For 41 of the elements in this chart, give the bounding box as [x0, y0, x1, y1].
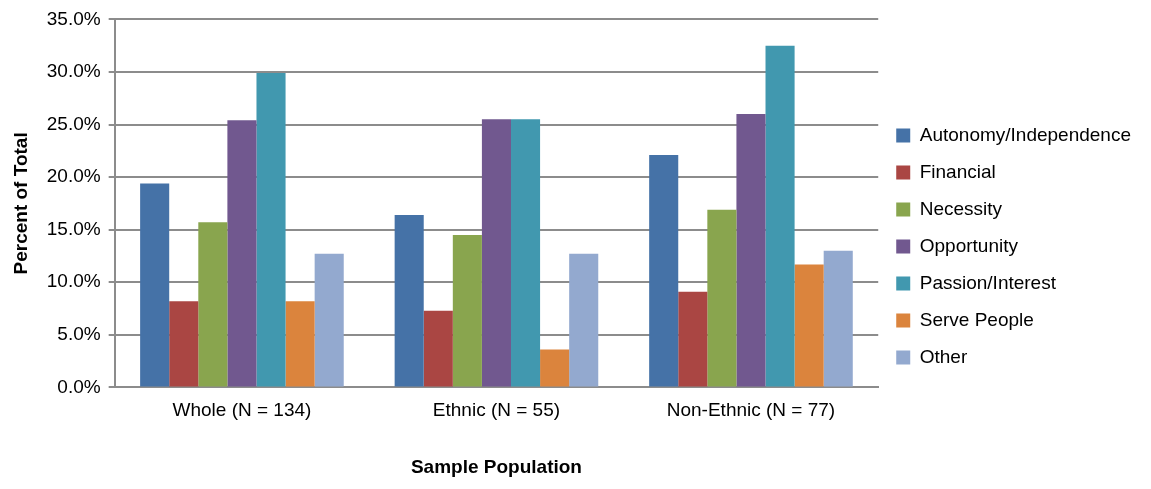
bar: [678, 291, 708, 387]
y-tick-label: 25.0%: [46, 112, 101, 134]
bar: [481, 119, 511, 387]
y-tick-label: 5.0%: [57, 323, 101, 345]
y-tick-label: 15.0%: [46, 217, 101, 239]
bar: [394, 214, 424, 387]
bar: [227, 120, 257, 387]
bar: [794, 264, 824, 387]
x-tick-label: Non-Ethnic (N = 77): [666, 399, 836, 421]
y-tick-label: 10.0%: [46, 270, 101, 292]
bar: [314, 253, 344, 387]
legend-label: Serve People: [919, 308, 1034, 330]
y-tick-label: 30.0%: [46, 60, 101, 82]
legend-label: Other: [919, 345, 968, 367]
x-tick-label: Whole (N = 134): [172, 399, 312, 421]
y-tick-label: 20.0%: [46, 165, 101, 187]
bar: [569, 253, 599, 387]
y-tick-label: 0.0%: [57, 375, 101, 397]
legend-label: Autonomy/Independence: [919, 123, 1132, 145]
bar: [707, 209, 737, 387]
bar: [198, 222, 228, 387]
y-axis-title: Percent of Total: [9, 132, 31, 275]
bar: [169, 301, 199, 387]
legend-label: Passion/Interest: [919, 271, 1057, 293]
bar: [140, 183, 170, 387]
bar: [423, 310, 453, 387]
legend-label: Financial: [919, 160, 996, 182]
x-tick-label: Ethnic (N = 55): [432, 399, 561, 421]
bar: [510, 119, 541, 387]
bar: [649, 155, 679, 387]
x-axis-title: Sample Population: [410, 455, 582, 477]
bar: [736, 114, 766, 387]
bar: [765, 45, 795, 387]
bar: [452, 234, 482, 387]
bar: [285, 301, 315, 387]
bar: [823, 250, 853, 387]
bar: [540, 349, 570, 387]
legend-label: Opportunity: [919, 234, 1019, 256]
bar: [256, 73, 286, 387]
legend-label: Necessity: [919, 197, 1003, 219]
y-tick-label: 35.0%: [46, 7, 101, 29]
